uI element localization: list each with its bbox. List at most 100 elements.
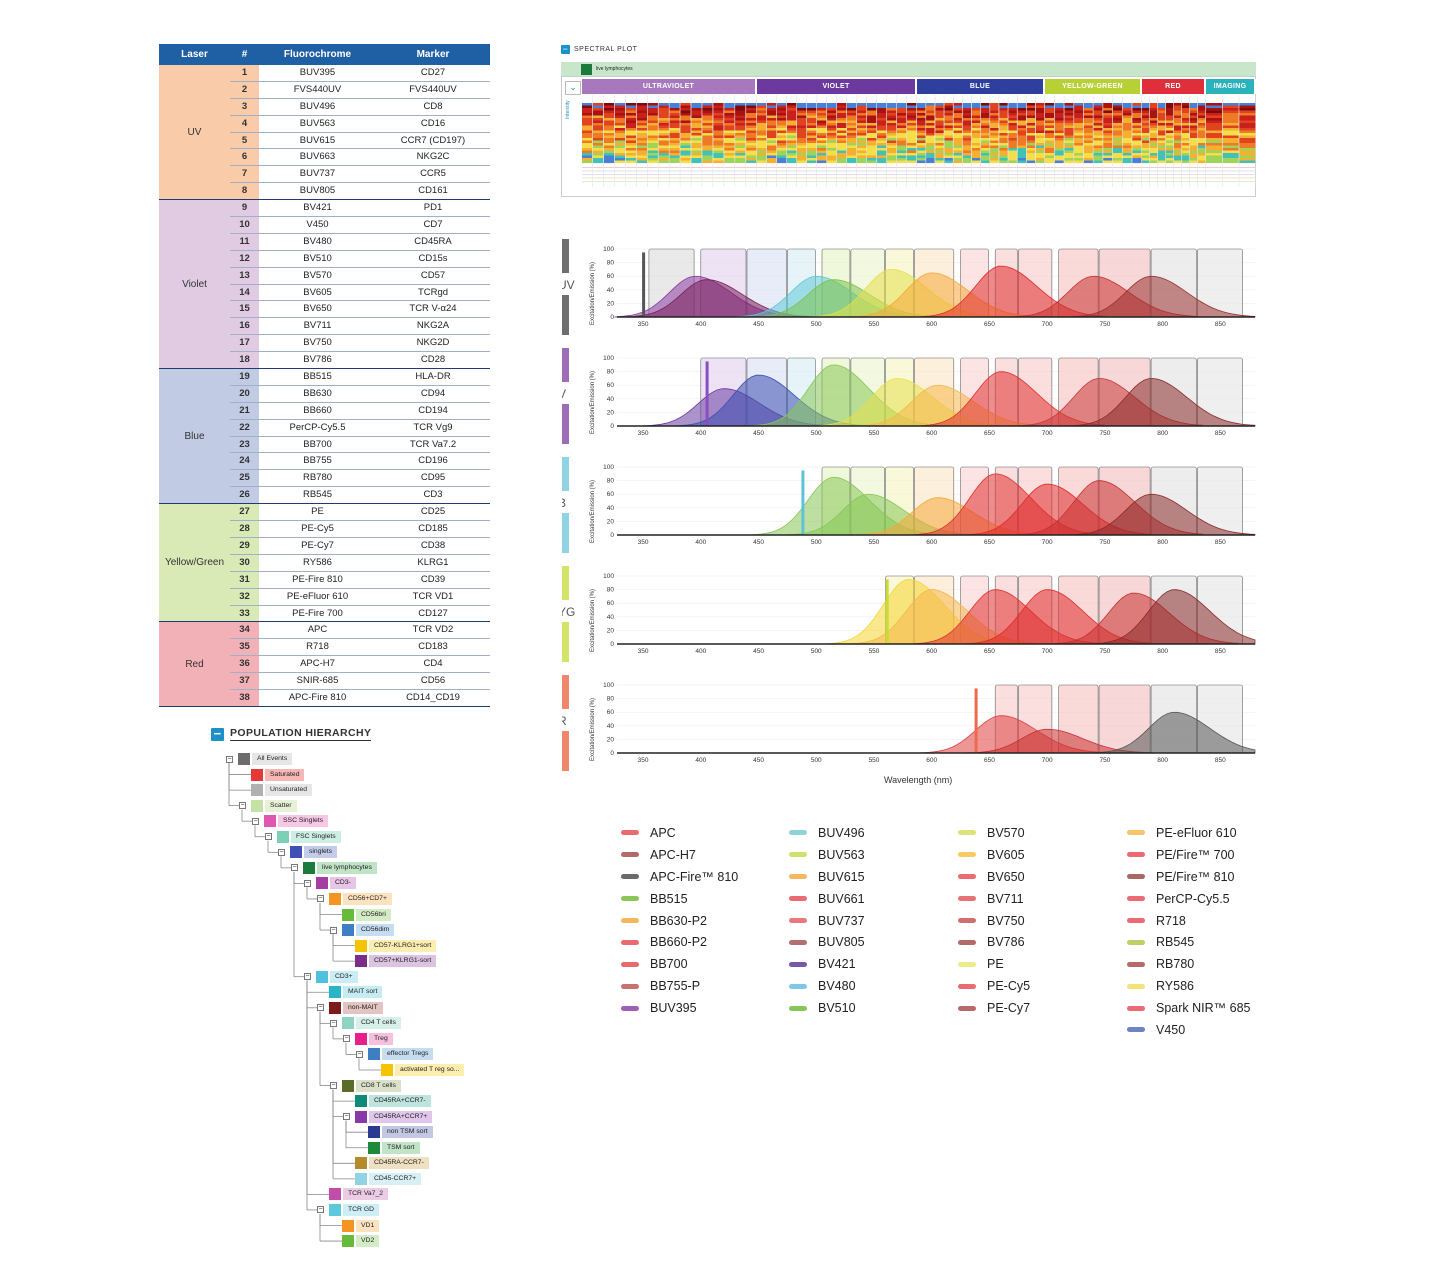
chevron-down-icon[interactable]: ⌄ <box>565 81 581 95</box>
tree-node[interactable]: effector Tregs − <box>356 1048 434 1061</box>
tree-node[interactable]: CD45RA+CCR7+ − <box>343 1110 433 1123</box>
collapse-toggle-icon[interactable]: − <box>278 848 285 856</box>
heatmap-cell <box>1093 133 1103 136</box>
collapse-toggle-icon[interactable]: − <box>343 1035 350 1043</box>
tree-node[interactable]: TCR Va7_2 <box>329 1188 389 1201</box>
tree-node[interactable]: non TSM sort <box>368 1126 433 1139</box>
tree-node[interactable]: CD3- − <box>304 877 356 890</box>
heatmap-cell <box>658 153 669 156</box>
population-selector[interactable]: live lymphocytes <box>561 62 1256 76</box>
row-fluorochrome: BV570 <box>303 269 332 281</box>
heatmap-cell <box>867 148 877 151</box>
tree-node[interactable]: CD56+CD7+ − <box>317 892 392 905</box>
heatmap-cell <box>669 103 680 106</box>
tree-node[interactable]: CD56bri <box>342 908 391 921</box>
heatmap-cell <box>817 148 827 151</box>
collapse-toggle-icon[interactable]: − <box>304 973 311 981</box>
tree-node[interactable]: Scatter − <box>239 799 297 812</box>
tree-node[interactable]: FSC Singlets − <box>265 830 341 843</box>
collapse-toggle-icon[interactable]: − <box>330 926 337 934</box>
row-fluorochrome: BUV496 <box>299 100 336 112</box>
tree-node[interactable]: TCR GD − <box>317 1203 380 1216</box>
heatmap-cell <box>592 150 604 154</box>
laser-label: UV <box>159 65 230 200</box>
heatmap-cell <box>625 160 637 164</box>
row-number: 20 <box>230 385 259 402</box>
tree-node[interactable]: singlets − <box>278 846 338 859</box>
heatmap-cell <box>1045 138 1055 141</box>
heatmap-faint-line <box>767 170 777 172</box>
tree-node[interactable]: Saturated <box>251 768 305 781</box>
heatmap-cell <box>757 145 767 149</box>
tree-node[interactable]: TSM sort <box>368 1141 420 1154</box>
heatmap-cell <box>877 135 887 139</box>
collapse-toggle-icon[interactable]: − <box>239 802 246 810</box>
tree-node[interactable]: MAIT sort <box>329 986 383 999</box>
heatmap-faint-line <box>867 170 877 172</box>
heatmap-faint-line <box>1093 170 1103 172</box>
collapse-toggle-icon[interactable]: − <box>343 1113 350 1121</box>
collapse-toggle-icon[interactable]: − <box>304 879 311 887</box>
population-label: CD45RA+CCR7- <box>369 1095 431 1108</box>
collapse-toggle-icon[interactable]: − <box>291 864 298 872</box>
heatmap-cell <box>1166 158 1174 161</box>
heatmap-cell <box>807 108 817 111</box>
tree-node[interactable]: CD45RA+CCR7- <box>355 1095 431 1108</box>
heatmap-faint-line <box>746 167 757 168</box>
heatmap-cell <box>777 120 787 124</box>
heatmap-cell <box>647 123 658 126</box>
heatmap-cell <box>953 120 963 124</box>
collapse-toggle-icon[interactable]: − <box>317 1004 324 1012</box>
collapse-toggle-icon[interactable]: − <box>317 1206 324 1214</box>
tree-node[interactable]: non-MAIT − <box>317 1001 383 1014</box>
heatmap-faint-line <box>817 181 827 182</box>
legend-item: BUV496 <box>789 822 959 844</box>
heatmap-cell <box>614 158 626 161</box>
heatmap-cell <box>935 143 944 146</box>
tree-node[interactable]: Treg − <box>343 1032 393 1045</box>
table-body: UV 1 BUV395 CD27 2 FVS440UV FVS440UV 3 BUV496 CD8… <box>159 65 490 707</box>
tree-node[interactable]: live lymphocytes − <box>291 861 377 874</box>
y-tick-label: 40 <box>607 396 615 403</box>
collapse-toggle-icon[interactable]: − <box>226 755 233 763</box>
collapse-toggle-icon[interactable]: − <box>265 833 272 841</box>
heatmap-cell <box>724 138 735 141</box>
x-tick-label: 550 <box>869 648 880 655</box>
tree-node[interactable]: All Events − <box>226 753 293 765</box>
tree-node[interactable]: activated T reg so... <box>381 1064 465 1076</box>
tree-node[interactable]: CD45-CCR7+ <box>355 1172 422 1185</box>
collapse-toggle-icon[interactable]: − <box>330 1019 337 1027</box>
heatmap-cell <box>926 140 935 144</box>
heatmap-cell <box>1150 133 1158 136</box>
tree-node[interactable]: CD8 T cells − <box>330 1079 401 1092</box>
heatmap-cell <box>1074 148 1084 151</box>
collapse-toggle-icon[interactable]: − <box>330 1082 337 1090</box>
population-label: activated T reg so... <box>395 1064 465 1076</box>
tree-node[interactable]: CD56dim − <box>330 924 395 937</box>
collapse-toggle-icon[interactable]: − <box>356 1050 363 1058</box>
heatmap-cell <box>658 123 669 126</box>
tree-node[interactable]: CD57+KLRG1-sort <box>355 955 437 968</box>
heatmap-cell <box>777 130 787 134</box>
heatmap-cell <box>777 148 787 151</box>
tree-node[interactable]: VD1 <box>342 1219 380 1232</box>
heatmap-cell <box>1122 158 1132 161</box>
collapse-icon[interactable]: − <box>561 44 570 54</box>
tree-node[interactable]: Unsaturated <box>251 784 313 797</box>
tree-node[interactable]: CD4 T cells − <box>330 1017 401 1030</box>
heatmap-cell <box>797 150 807 154</box>
tree-node[interactable]: SSC Singlets − <box>252 815 329 828</box>
heatmap-cell <box>1074 138 1084 141</box>
heatmap-faint-line <box>887 170 897 172</box>
collapse-toggle-icon[interactable]: − <box>252 817 259 825</box>
heatmap-faint-line <box>1064 181 1074 182</box>
tree-node[interactable]: VD2 <box>342 1235 380 1248</box>
collapse-icon[interactable]: − <box>211 727 224 741</box>
heatmap-cell <box>857 120 867 124</box>
heatmap-cell <box>1008 115 1017 119</box>
tree-node[interactable]: CD57-KLRG1+sort <box>355 939 437 952</box>
tree-node[interactable]: CD3+ − <box>304 970 358 983</box>
collapse-toggle-icon[interactable]: − <box>317 895 324 903</box>
tree-node[interactable]: CD45RA-CCR7- <box>355 1157 429 1170</box>
heatmap-cell <box>735 118 746 121</box>
